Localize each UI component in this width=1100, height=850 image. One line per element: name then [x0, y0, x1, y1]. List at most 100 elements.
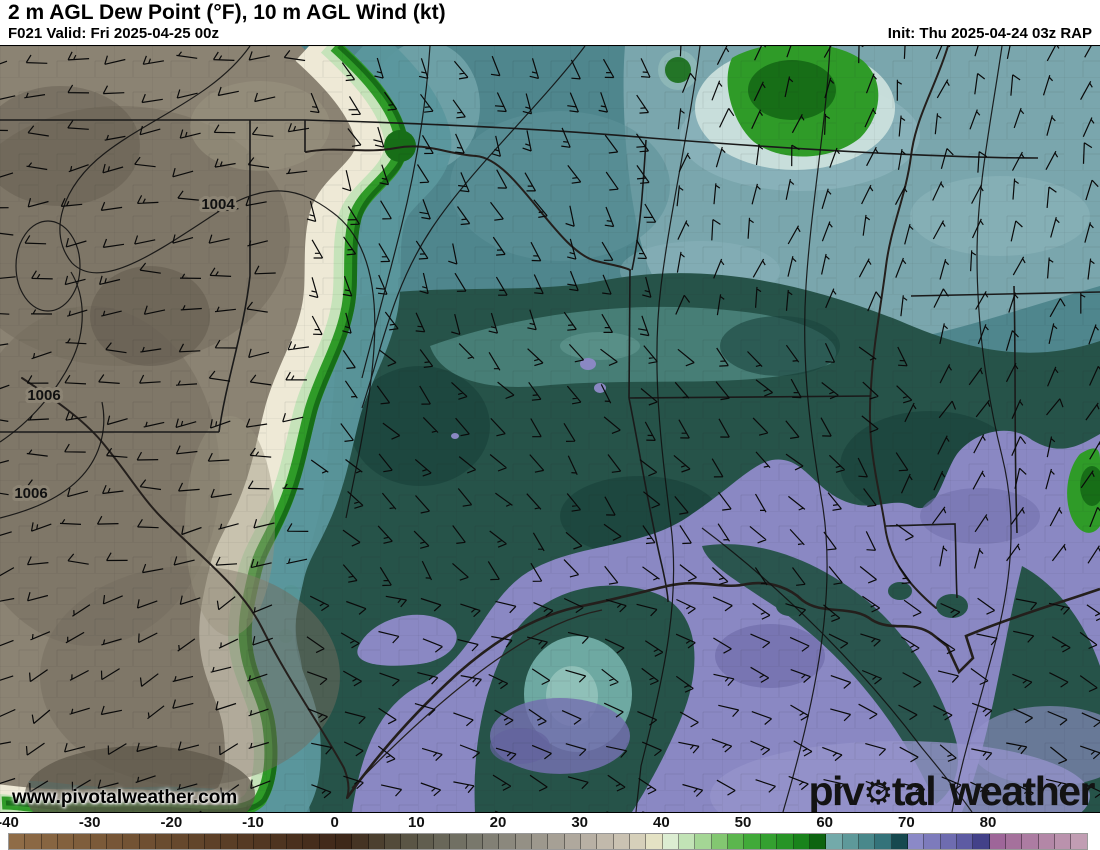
colorbar-segment: [662, 834, 680, 849]
contour-label-1006: 1006: [14, 485, 47, 502]
state-borders: [0, 119, 1100, 603]
map-canvas: 1004 1006 1006 www.pivotalweather.com piv⚙…: [0, 45, 1100, 812]
colorbar-segment: [613, 834, 631, 849]
colorbar-segment: [1022, 834, 1039, 849]
colorbar-segment: [74, 834, 91, 849]
model-init-label: Init: Thu 2025-04-24 03z RAP: [887, 25, 1092, 42]
colorbar-segment: [940, 834, 957, 849]
colorbar-segment: [466, 834, 483, 849]
colorbar-segment: [532, 834, 549, 849]
colorbar-segment: [875, 834, 892, 849]
colorbar-segment: [973, 834, 990, 849]
colorbar-segment: [417, 834, 434, 849]
colorbar-segment: [695, 834, 712, 849]
colorbar-segment: [924, 834, 941, 849]
gear-icon: ⚙: [863, 773, 893, 812]
colorbar-segment: [139, 834, 157, 849]
colorbar-segment: [597, 834, 614, 849]
barrier-islands: [351, 609, 603, 789]
county-lines: [0, 46, 1100, 812]
colorbar-tick--40: -40: [0, 814, 19, 831]
colorbar-segment: [335, 834, 353, 849]
colorbar-segment: [482, 834, 500, 849]
colorbar-segment: [286, 834, 304, 849]
colorbar-segment: [630, 834, 647, 849]
colorbar-segment: [515, 834, 532, 849]
colorbar-segment: [368, 834, 385, 849]
colorbar-segment: [793, 834, 810, 849]
red-river: [305, 145, 631, 271]
colorbar-segment: [384, 834, 402, 849]
colorbar-tick-labels: -40 -30 -20 -10 0 10 20 30 40 50 60 70 80: [0, 813, 1100, 831]
colorbar-segment: [744, 834, 761, 849]
colorbar-segment: [581, 834, 598, 849]
colorbar-segment: [679, 834, 696, 849]
colorbar-segment: [237, 834, 255, 849]
contour-label-1004: 1004: [201, 196, 235, 213]
colorbar-strip: -40 -30 -20 -10 0 10 20 30 40 50 60 70 80: [0, 812, 1100, 850]
colorbar-segment: [891, 834, 908, 849]
colorbar-segment: [90, 834, 108, 849]
page-title: 2 m AGL Dew Point (°F), 10 m AGL Wind (k…: [8, 1, 446, 24]
colorbar-segment: [401, 834, 418, 849]
colorbar-tick--20: -20: [160, 814, 183, 831]
colorbar-segment: [58, 834, 75, 849]
colorbar-segment: [842, 834, 859, 849]
colorbar-segment: [548, 834, 565, 849]
contour-label-group: 1004 1006 1006: [11, 193, 238, 505]
pivotal-weather-logo: piv⚙tal weather: [808, 768, 1096, 812]
colorbar-tick--10: -10: [242, 814, 264, 831]
colorbar-segment: [826, 834, 843, 849]
colorbar-segment: [25, 834, 42, 849]
colorbar-segment: [711, 834, 729, 849]
colorbar-segment: [319, 834, 336, 849]
colorbar-segment: [303, 834, 320, 849]
colorbar-segment: [858, 834, 876, 849]
colorbar-segment: [777, 834, 794, 849]
logo-text-piv: piv: [808, 768, 864, 812]
colorbar-segment: [1038, 834, 1055, 849]
colorbar-tick-40: 40: [652, 814, 670, 831]
colorbar-segment: [352, 834, 369, 849]
colorbar-segment: [956, 834, 974, 849]
colorbar-tick-50: 50: [734, 814, 752, 831]
wind-barbs: [0, 46, 1100, 812]
colorbar-segment: [254, 834, 271, 849]
colorbar-tick-80: 80: [979, 814, 997, 831]
colorbar-tick-60: 60: [816, 814, 833, 831]
colorbar-segment: [41, 834, 59, 849]
logo-text-weather: weather: [949, 768, 1096, 812]
colorbar-segment: [9, 834, 26, 849]
colorbar-segment: [188, 834, 206, 849]
colorbar-segment: [646, 834, 663, 849]
contour-label-1006: 1006: [27, 387, 60, 404]
colorbar-tick-0: 0: [330, 814, 339, 831]
colorbar-tick-70: 70: [897, 814, 915, 831]
colorbar-segment: [433, 834, 451, 849]
colorbar-segment: [107, 834, 124, 849]
colorbar-segment: [221, 834, 238, 849]
colorbar-segment: [760, 834, 778, 849]
colorbar-segment: [270, 834, 287, 849]
colorbar-segment: [1005, 834, 1023, 849]
colorbar-segment: [809, 834, 827, 849]
colorbar-segment: [1071, 834, 1087, 849]
colorbar-tick--30: -30: [78, 814, 101, 831]
forecast-valid-label: F021 Valid: Fri 2025-04-25 00z: [8, 25, 219, 42]
colorbar-segment: [1055, 834, 1072, 849]
logo-text-tal: tal: [891, 768, 937, 812]
colorbar-segment: [450, 834, 467, 849]
colorbar-segment: [907, 834, 925, 849]
colorbar-tick-10: 10: [407, 814, 425, 831]
colorbar-tick-30: 30: [571, 814, 588, 831]
colorbar-segment: [205, 834, 222, 849]
rio-grande: [21, 377, 350, 799]
colorbar-segment: [123, 834, 140, 849]
colorbar-segment: [564, 834, 582, 849]
colorbar-segment: [172, 834, 189, 849]
colorbar: [8, 833, 1088, 850]
rivers: [21, 46, 949, 799]
header: 2 m AGL Dew Point (°F), 10 m AGL Wind (k…: [0, 0, 1100, 45]
watermark: www.pivotalweather.com: [12, 787, 238, 808]
